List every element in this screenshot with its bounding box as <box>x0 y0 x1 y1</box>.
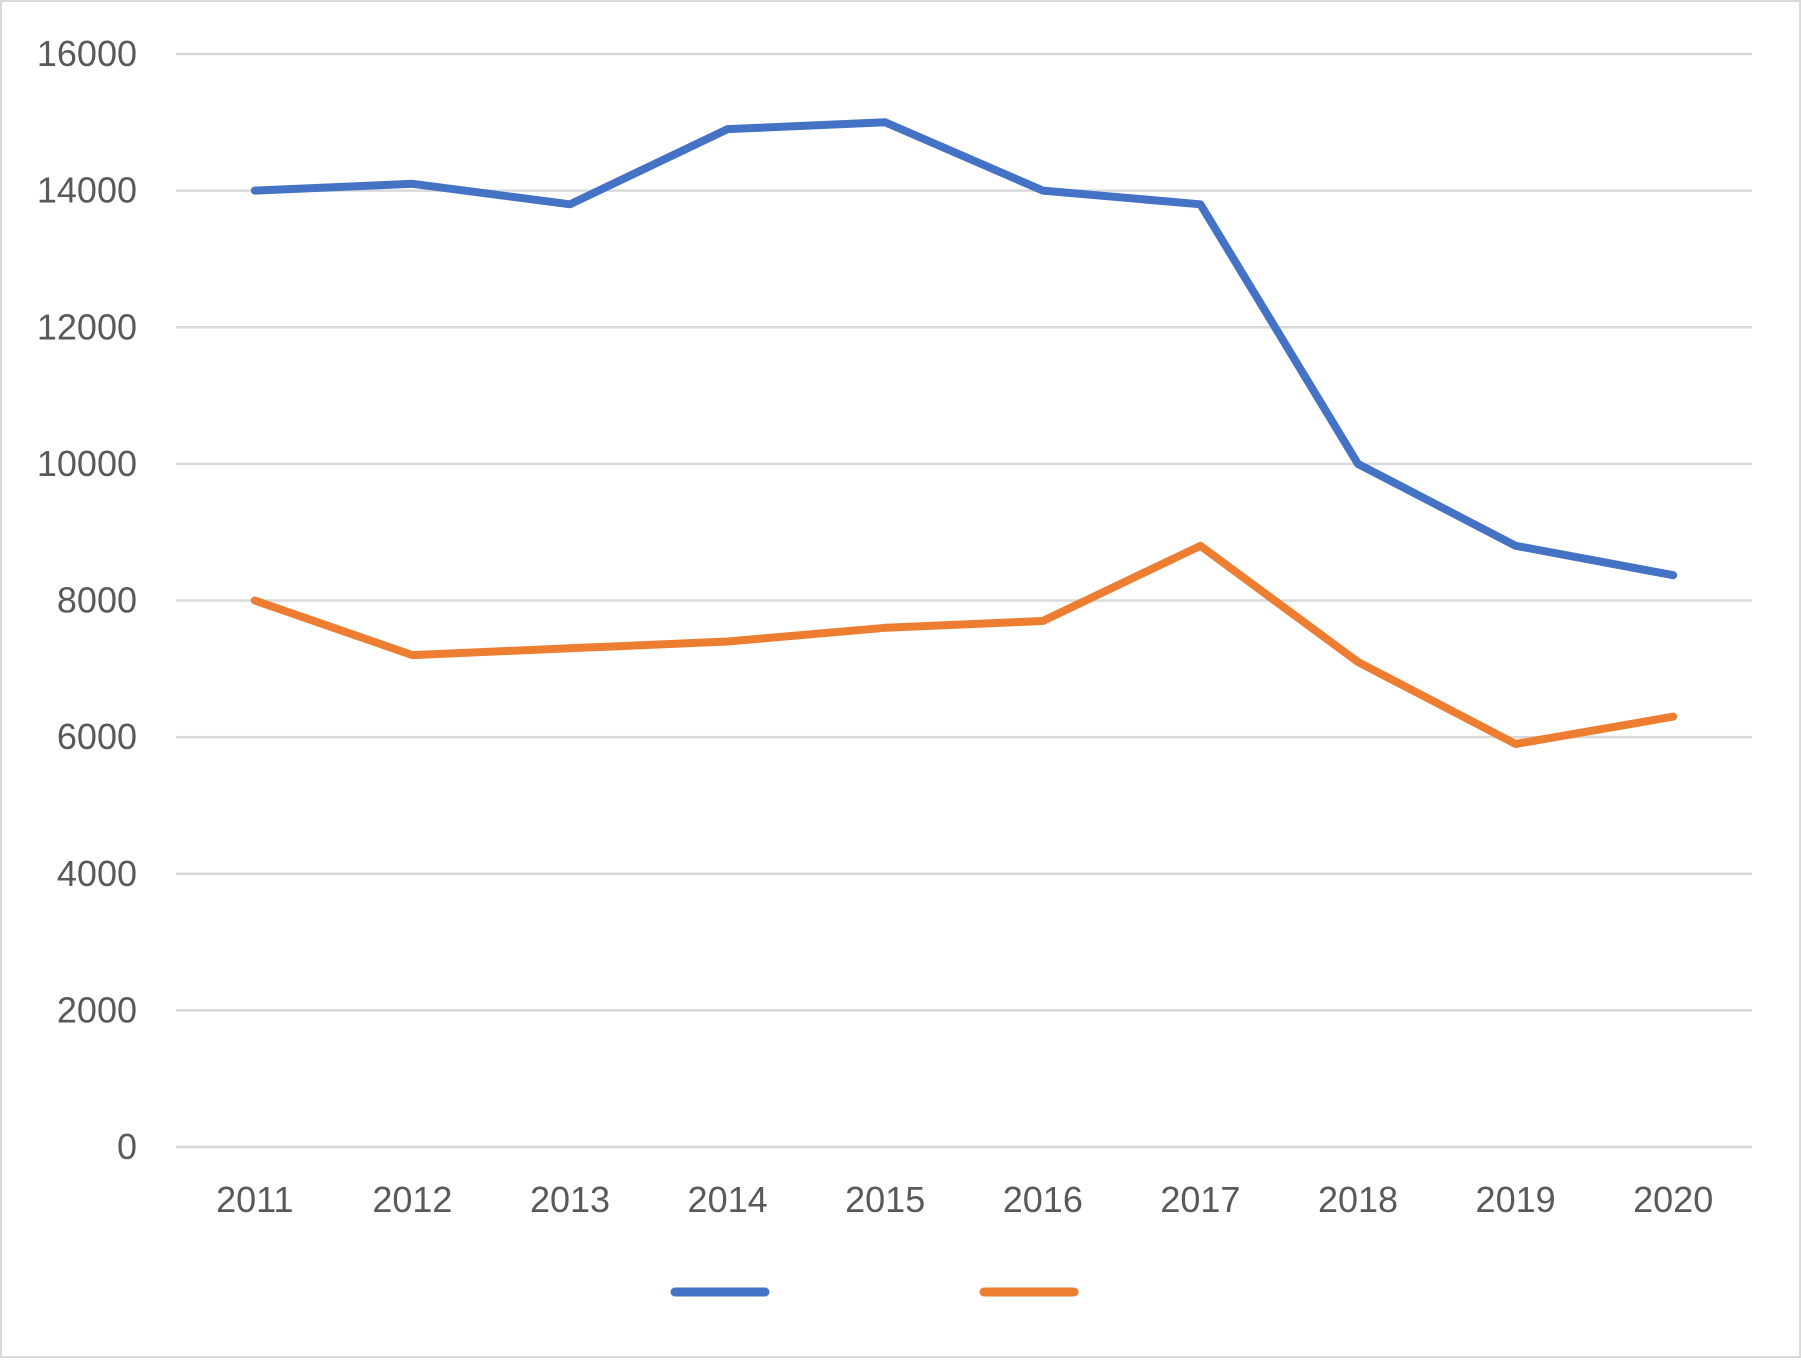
x-tick-label: 2014 <box>688 1179 768 1220</box>
x-tick-label: 2011 <box>216 1179 293 1220</box>
y-tick-label: 0 <box>117 1126 137 1167</box>
y-tick-label: 8000 <box>57 580 137 621</box>
y-tick-label: 10000 <box>37 443 137 484</box>
series-line-2 <box>250 541 1678 748</box>
gridlines <box>176 52 1752 1149</box>
y-tick-label: 12000 <box>37 306 137 347</box>
y-axis-tick-labels: 0 2000 4000 6000 8000 10000 12000 14000 16000 <box>37 33 137 1167</box>
y-tick-label: 16000 <box>37 33 137 74</box>
y-tick-label: 14000 <box>37 170 137 211</box>
x-tick-label: 2013 <box>530 1179 610 1220</box>
x-tick-label: 2020 <box>1633 1179 1713 1220</box>
x-axis-tick-labels: 2011 2012 2013 2014 2015 2016 2017 2018 2019 2020 <box>216 1179 1713 1220</box>
y-tick-label: 6000 <box>57 716 137 757</box>
y-tick-label: 4000 <box>57 853 137 894</box>
x-tick-label: 2015 <box>845 1179 925 1220</box>
x-tick-label: 2019 <box>1476 1179 1556 1220</box>
x-tick-label: 2018 <box>1318 1179 1398 1220</box>
x-tick-label: 2017 <box>1160 1179 1240 1220</box>
x-tick-label: 2012 <box>372 1179 452 1220</box>
y-tick-label: 2000 <box>57 989 137 1030</box>
series-line-1 <box>250 118 1678 580</box>
x-tick-label: 2016 <box>1003 1179 1083 1220</box>
series-lines <box>250 118 1678 748</box>
